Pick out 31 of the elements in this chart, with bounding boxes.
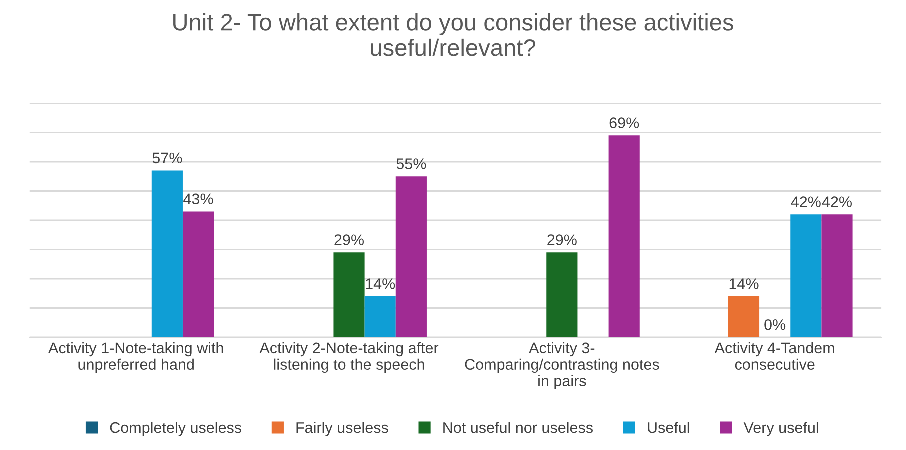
data-label: 42% bbox=[822, 196, 852, 208]
legend-label: Not useful nor useless bbox=[444, 422, 593, 434]
bar bbox=[334, 252, 365, 338]
legend-label: Very useful bbox=[744, 422, 818, 436]
data-label: 55% bbox=[396, 158, 426, 170]
bar bbox=[364, 296, 396, 338]
data-label: 57% bbox=[152, 152, 182, 164]
chart-title: Unit 2- To what extent do you consider these activities useful/relevant? bbox=[174, 14, 734, 56]
legend-label: Fairly useless bbox=[296, 422, 388, 436]
x-tick-label: Activity 1-Note-taking with unpreferred hand bbox=[48, 342, 224, 374]
bar bbox=[396, 176, 427, 338]
x-tick-label: Activity 2-Note-taking after listening to the speech bbox=[260, 342, 439, 374]
bar bbox=[546, 252, 578, 338]
bar bbox=[728, 296, 760, 338]
data-label: 29% bbox=[334, 234, 364, 246]
data-label: 0% bbox=[764, 319, 786, 330]
data-label: 14% bbox=[730, 278, 759, 290]
x-tick-label: Activity 4-Tandem consecutive bbox=[714, 342, 834, 370]
bar bbox=[822, 214, 853, 338]
data-label: 43% bbox=[184, 194, 214, 205]
data-label: 42% bbox=[791, 196, 821, 208]
bar bbox=[152, 170, 183, 338]
legend-label: Completely useless bbox=[110, 422, 242, 436]
bar bbox=[182, 212, 214, 338]
data-label: 29% bbox=[548, 234, 577, 246]
bar bbox=[608, 136, 640, 338]
bar bbox=[790, 214, 822, 338]
data-label: 69% bbox=[610, 118, 640, 128]
legend-label: Useful bbox=[648, 422, 690, 434]
data-label: 14% bbox=[366, 278, 396, 290]
x-tick-label: Activity 3-Comparing/contrasting notes in pairs bbox=[465, 342, 660, 390]
